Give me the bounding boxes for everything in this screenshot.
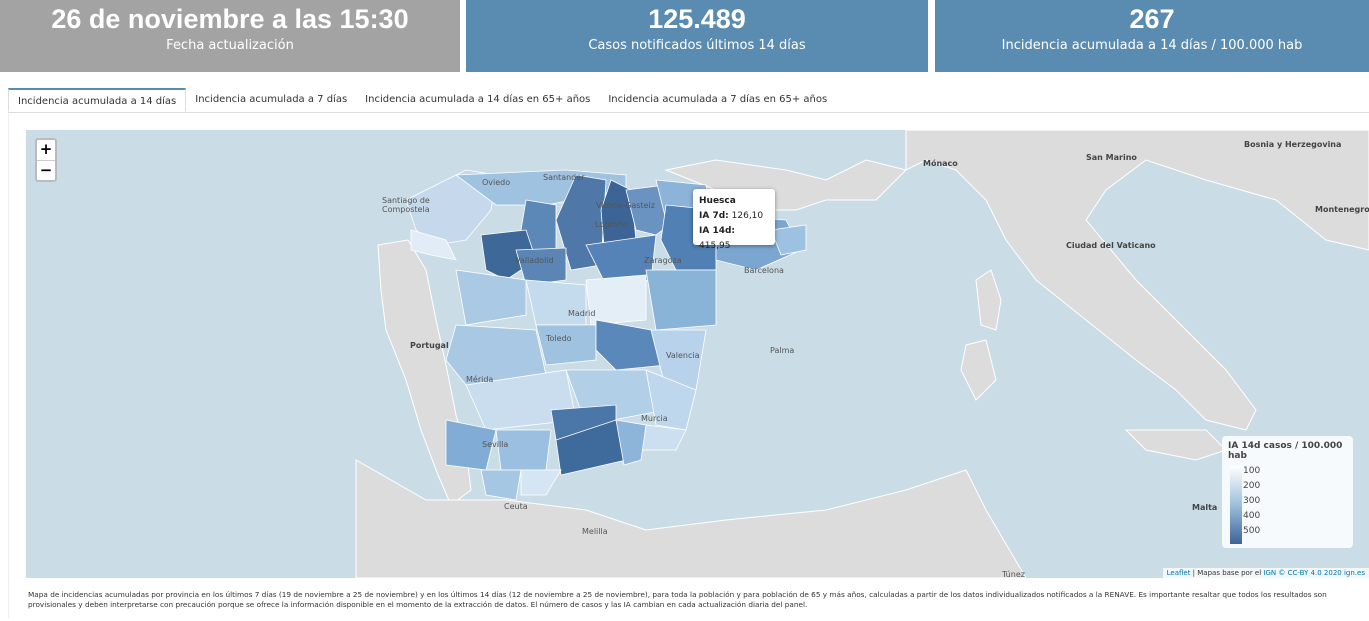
tooltip-ia7-label: IA 7d:	[699, 211, 729, 221]
tooltip-ia14-value: 415,95	[699, 241, 731, 251]
place-label: Palma	[770, 346, 795, 355]
kpi-update-date: 26 de noviembre a las 15:30 Fecha actuali…	[0, 0, 460, 72]
place-label: Ciudad del Vaticano	[1066, 241, 1156, 250]
place-label: Zaragoza	[644, 256, 682, 265]
attribution-text: | Mapas base por el	[1190, 569, 1264, 577]
place-label: Bosnia y Herzegovina	[1244, 140, 1342, 149]
map-basemap	[355, 130, 1369, 578]
zoom-out-button[interactable]: −	[37, 160, 55, 180]
map-attribution: Leaflet | Mapas base por el IGN © CC-BY …	[1162, 568, 1369, 578]
leaflet-link[interactable]: Leaflet	[1166, 569, 1191, 577]
kpi-label: Incidencia acumulada a 14 días / 100.000…	[1001, 38, 1303, 53]
legend-tick: 100	[1243, 466, 1261, 476]
kpi-value: 26 de noviembre a las 15:30	[51, 4, 409, 34]
tab-ia-14d[interactable]: Incidencia acumulada a 14 días	[8, 88, 187, 112]
choropleth-map[interactable]: + − Santander Oviedo Santiago de Compost…	[26, 130, 1369, 578]
tooltip-province: Huesca	[699, 196, 736, 206]
tab-bar: Incidencia acumulada a 14 días Incidenci…	[8, 88, 1369, 113]
ign-site-link[interactable]: ign.es	[1343, 569, 1365, 577]
place-label: Santiago de Compostela	[382, 196, 430, 214]
tab-ia-14d-65[interactable]: Incidencia acumulada a 14 días en 65+ añ…	[365, 94, 591, 105]
place-label: Valladolid	[515, 256, 554, 265]
tab-ia-7d-65[interactable]: Incidencia acumulada a 7 días en 65+ año…	[608, 94, 828, 105]
kpi-value: 267	[1129, 4, 1175, 34]
kpi-label: Fecha actualización	[166, 38, 294, 53]
place-label: Madrid	[568, 309, 596, 318]
tooltip-ia14-label: IA 14d:	[699, 226, 736, 236]
place-label: Ceuta	[504, 502, 528, 511]
place-label: San Marino	[1086, 153, 1137, 162]
place-label: Valencia	[666, 351, 700, 360]
place-label: Mónaco	[923, 159, 958, 168]
license-link[interactable]: © CC-BY 4.0 2020	[1276, 569, 1344, 577]
province-tooltip: Huesca IA 7d: 126,10 IA 14d: 415,95	[693, 189, 775, 251]
kpi-incidence: 267 Incidencia acumulada a 14 días / 100.…	[935, 0, 1369, 72]
legend-title: IA 14d casos / 100.000 hab	[1228, 441, 1343, 461]
place-label: Sevilla	[482, 440, 509, 449]
footnote: Mapa de incidencias acumuladas por provi…	[28, 590, 1327, 609]
legend-tick: 300	[1243, 496, 1261, 506]
place-label: Murcia	[641, 414, 668, 423]
legend-tick: 500	[1243, 526, 1261, 536]
kpi-label: Casos notificados últimos 14 días	[588, 38, 806, 53]
kpi-cases: 125.489 Casos notificados últimos 14 días	[466, 0, 928, 72]
place-label: Logroño	[595, 220, 628, 229]
place-label: Mérida	[466, 375, 494, 384]
kpi-value: 125.489	[648, 4, 746, 34]
legend-tick: 400	[1243, 511, 1261, 521]
place-label: Túnez	[1002, 570, 1025, 578]
legend-color-scale	[1230, 466, 1242, 544]
legend-tick: 200	[1243, 481, 1261, 491]
place-label: Toledo	[546, 334, 572, 343]
place-label: Melilla	[582, 527, 608, 536]
place-label: Malta	[1192, 503, 1218, 512]
zoom-control: + −	[35, 138, 57, 182]
place-label: Portugal	[410, 341, 449, 350]
place-label: Vitoria-Gasteiz	[596, 201, 655, 210]
tab-ia-7d[interactable]: Incidencia acumulada a 7 días	[195, 94, 348, 105]
place-label: Santander	[543, 173, 585, 182]
place-label: Montenegro	[1315, 205, 1369, 214]
place-label: Oviedo	[482, 178, 511, 187]
zoom-in-button[interactable]: +	[39, 140, 53, 158]
place-label: Barcelona	[744, 266, 784, 275]
tab-panel	[8, 113, 1369, 618]
map-legend: IA 14d casos / 100.000 hab 100 200 300 4…	[1222, 436, 1353, 548]
tooltip-ia7-value: 126,10	[731, 211, 764, 221]
ign-link[interactable]: IGN	[1263, 569, 1277, 577]
